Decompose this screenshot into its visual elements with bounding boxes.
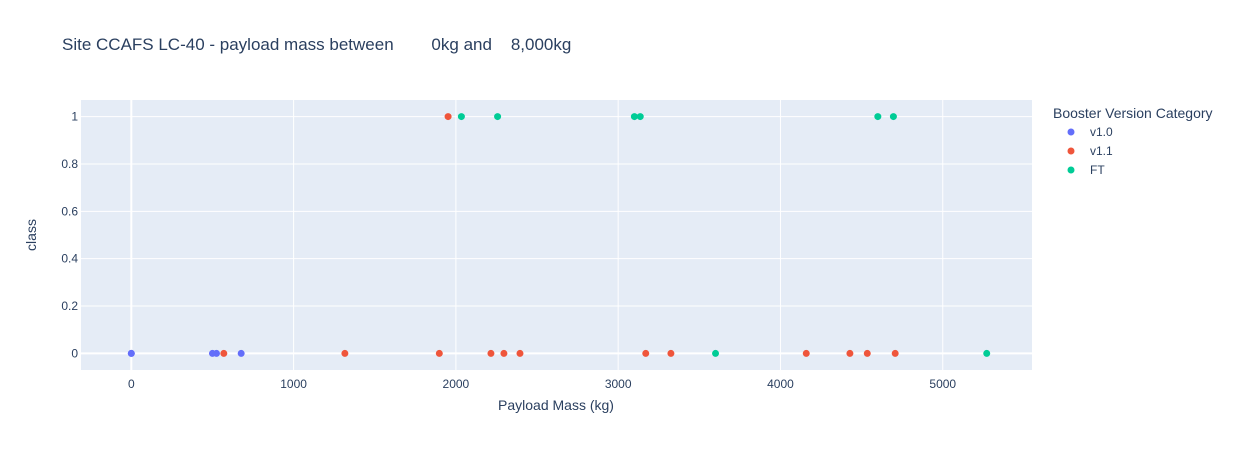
point-v1-0[interactable] [127,349,135,357]
point-ft[interactable] [712,349,720,357]
point-v1-1[interactable] [487,349,495,357]
point-ft[interactable] [983,349,991,357]
x-tick-label: 4000 [767,377,794,391]
legend-marker [1067,166,1075,174]
point-ft[interactable] [874,113,882,121]
y-tick-label: 0.4 [61,252,78,266]
point-v1-1[interactable] [220,349,228,357]
x-tick-label: 1000 [280,377,307,391]
y-tick-label: 0.2 [61,299,78,313]
chart-title: Site CCAFS LC-40 - payload mass between … [62,35,571,54]
legend: Booster Version Category v1.0 v1.1 FT [1053,105,1213,177]
point-v1-1[interactable] [341,349,349,357]
y-tick-label: 0.6 [61,204,78,218]
y-tick-label: 0 [71,346,78,360]
point-v1-1[interactable] [846,349,854,357]
axis-ticks: 0 1000 2000 3000 4000 5000 0 0.2 0.4 0.6 0.8 1 [61,110,956,391]
point-v1-1[interactable] [444,113,452,121]
x-tick-label: 2000 [443,377,470,391]
legend-marker [1067,128,1075,136]
legend-item-ft[interactable]: FT [1067,163,1106,177]
point-v1-1[interactable] [435,349,443,357]
plot-area [81,100,1032,370]
x-tick-label: 3000 [605,377,632,391]
point-v1-1[interactable] [667,349,675,357]
legend-title: Booster Version Category [1053,105,1213,121]
x-axis-title: Payload Mass (kg) [498,397,614,413]
y-tick-label: 1 [71,110,78,124]
point-ft[interactable] [889,113,897,121]
legend-label: FT [1090,163,1105,177]
point-ft[interactable] [494,113,502,121]
point-ft[interactable] [636,113,644,121]
x-tick-label: 5000 [929,377,956,391]
point-v1-1[interactable] [516,349,524,357]
point-ft[interactable] [630,113,638,121]
x-tick-label: 0 [128,377,135,391]
legend-item-v1-0[interactable]: v1.0 [1067,125,1114,139]
legend-label: v1.0 [1090,125,1113,139]
legend-label: v1.1 [1090,144,1113,158]
point-v1-0[interactable] [237,349,245,357]
legend-marker [1067,147,1075,155]
point-v1-1[interactable] [863,349,871,357]
point-v1-1[interactable] [802,349,810,357]
y-tick-label: 0.8 [61,157,78,171]
point-v1-0[interactable] [213,349,221,357]
point-v1-1[interactable] [500,349,508,357]
point-ft[interactable] [457,113,465,121]
legend-item-v1-1[interactable]: v1.1 [1067,144,1114,158]
y-axis-title: class [23,219,39,251]
point-v1-1[interactable] [642,349,650,357]
data-points [127,113,991,357]
point-v1-1[interactable] [891,349,899,357]
